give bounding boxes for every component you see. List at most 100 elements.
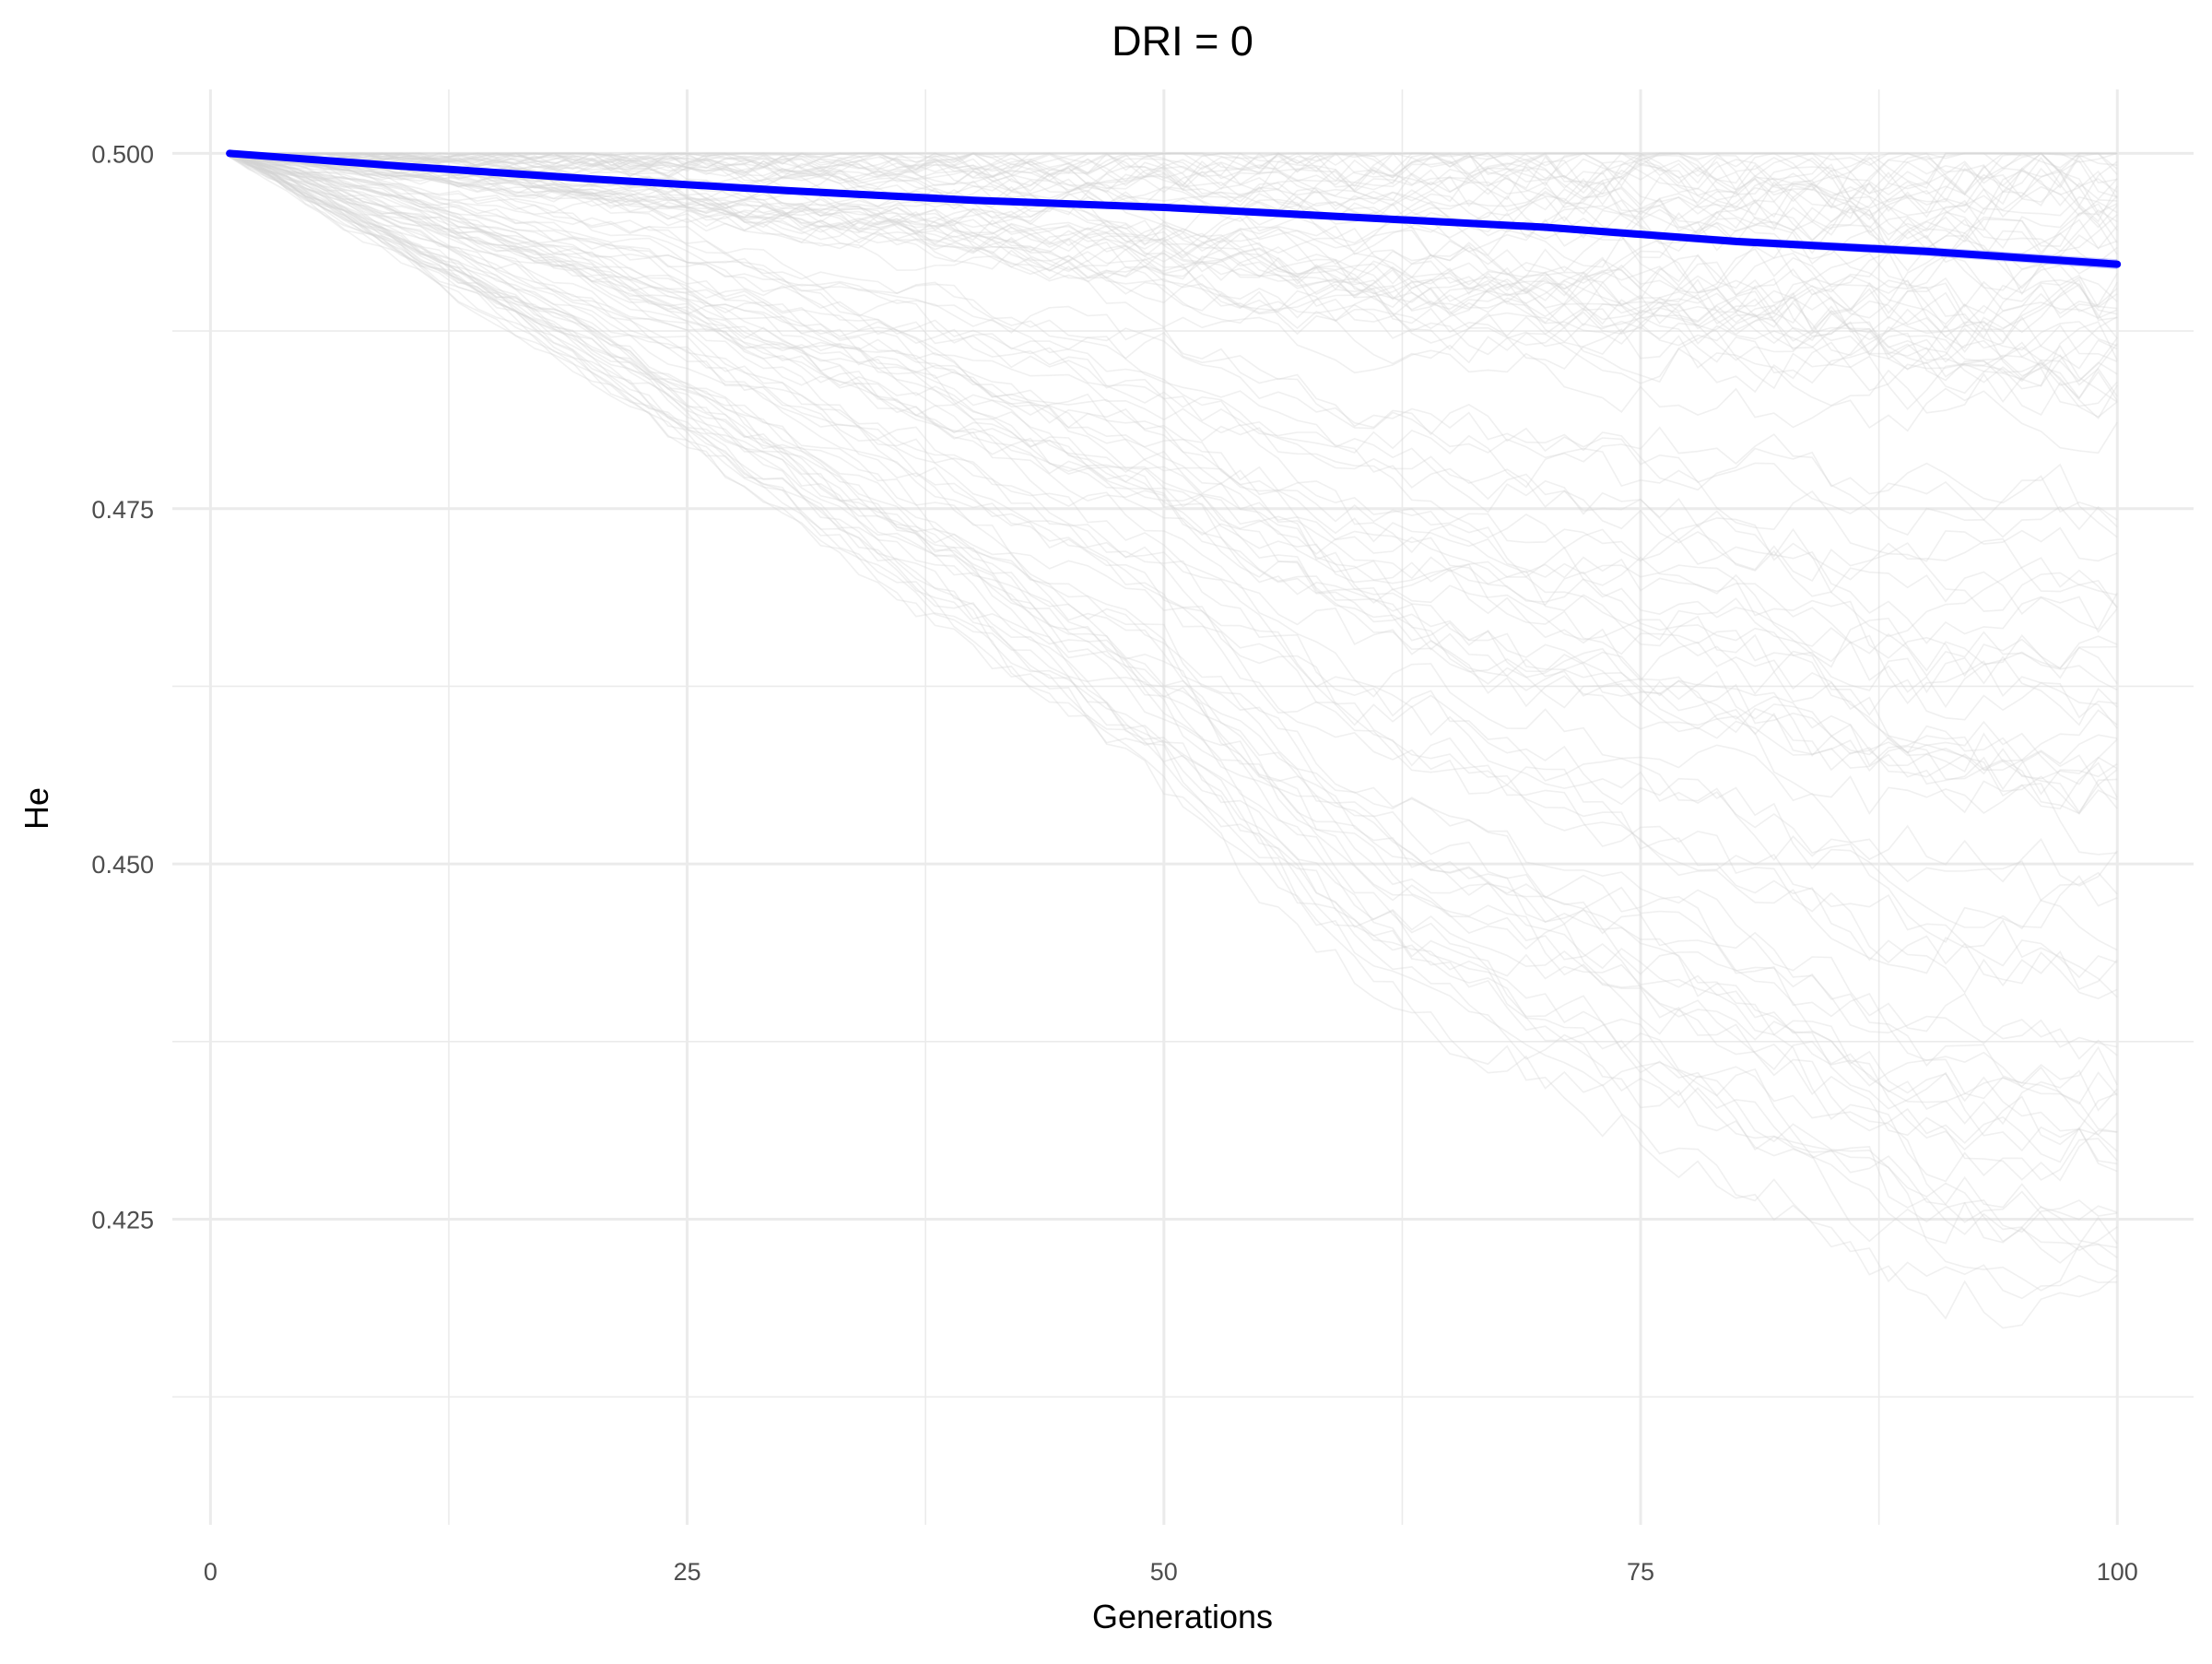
- y-axis-tick-labels: 0.425 0.450 0.475 0.500: [91, 140, 154, 1233]
- replicate-line: [229, 152, 2118, 1183]
- replicate-line: [229, 154, 2118, 1264]
- replicate-line: [229, 155, 2118, 419]
- replicate-line: [229, 152, 2118, 218]
- replicate-line: [229, 152, 2118, 198]
- replicate-line: [229, 152, 2118, 240]
- replicate-line: [229, 156, 2118, 780]
- replicate-line: [229, 152, 2118, 1221]
- replicate-line: [229, 153, 2118, 1152]
- replicate-line: [229, 152, 2118, 809]
- replicate-line: [229, 152, 2118, 214]
- replicate-line: [229, 152, 2118, 1060]
- replicate-line: [229, 154, 2118, 344]
- replicate-line: [229, 152, 2118, 215]
- replicate-line: [229, 154, 2118, 407]
- replicate-line: [229, 152, 2118, 1048]
- y-tick-label: 0.475: [91, 496, 154, 524]
- replicate-line: [229, 153, 2118, 296]
- replicate-line: [229, 152, 2118, 1258]
- replicate-line: [229, 152, 2118, 765]
- major-gridlines: [172, 89, 2194, 1525]
- replicate-line: [229, 152, 2118, 261]
- replicate-line: [229, 152, 2118, 1136]
- replicate-line: [229, 152, 2118, 1086]
- replicate-line: [229, 152, 2118, 189]
- replicate-line: [229, 154, 2118, 538]
- replicate-line: [229, 154, 2118, 386]
- replicate-line: [229, 154, 2118, 1126]
- replicate-line: [229, 152, 2118, 562]
- replicate-line: [229, 152, 2118, 403]
- replicate-line: [229, 152, 2118, 397]
- replicate-line: [229, 153, 2118, 370]
- replicate-line: [229, 152, 2118, 721]
- replicate-line: [229, 152, 2118, 1173]
- y-tick-label: 0.450: [91, 851, 154, 879]
- replicate-line: [229, 155, 2118, 815]
- replicate-line: [229, 156, 2118, 796]
- replicate-line: [229, 154, 2118, 773]
- replicate-line: [229, 152, 2118, 999]
- replicate-line: [229, 152, 2118, 726]
- replicate-line: [229, 152, 2118, 201]
- replicate-line: [229, 154, 2118, 785]
- replicate-line: [229, 152, 2118, 995]
- replicate-line: [229, 153, 2118, 709]
- x-tick-label: 0: [204, 1558, 218, 1586]
- replicate-line: [229, 156, 2118, 400]
- replicate-line: [229, 154, 2118, 638]
- replicate-line: [229, 153, 2118, 268]
- minor-gridlines: [172, 89, 2194, 1525]
- replicate-line: [229, 152, 2118, 325]
- replicate-line: [229, 156, 2118, 390]
- replicate-line: [229, 152, 2118, 230]
- x-tick-label: 50: [1150, 1558, 1178, 1586]
- replicate-line: [229, 153, 2118, 729]
- replicate-line: [229, 152, 2118, 242]
- x-axis-tick-labels: 0 25 50 75 100: [204, 1558, 2138, 1586]
- replicate-line: [229, 152, 2118, 814]
- y-axis-title: He: [18, 787, 55, 830]
- replicate-line: [229, 153, 2118, 951]
- mean-line-layer: [226, 149, 2122, 268]
- replicate-line: [229, 154, 2118, 1252]
- x-tick-label: 100: [2097, 1558, 2138, 1586]
- replicate-line: [229, 152, 2118, 342]
- replicate-line: [229, 152, 2118, 387]
- y-tick-label: 0.500: [91, 140, 154, 168]
- chart-title: DRI = 0: [1112, 18, 1253, 65]
- replicate-line: [229, 152, 2118, 631]
- replicate-line: [229, 152, 2118, 253]
- replicate-line: [229, 153, 2118, 454]
- replicate-line: [229, 152, 2118, 241]
- replicate-line: [229, 152, 2118, 538]
- replicate-lines: [229, 152, 2118, 1329]
- replicate-line: [229, 152, 2118, 330]
- y-tick-label: 0.425: [91, 1207, 154, 1234]
- replicate-line: [229, 152, 2118, 180]
- replicate-line: [229, 152, 2118, 810]
- replicate-line: [229, 155, 2118, 1329]
- replicate-line: [229, 156, 2118, 1245]
- replicate-line: [229, 153, 2118, 364]
- replicate-line: [229, 152, 2118, 384]
- replicate-line: [229, 152, 2118, 887]
- replicate-line: [229, 156, 2118, 1152]
- replicate-line: [229, 152, 2118, 201]
- replicate-line: [229, 154, 2118, 685]
- x-tick-label: 75: [1627, 1558, 1654, 1586]
- x-axis-title: Generations: [1092, 1598, 1273, 1635]
- replicate-line: [229, 152, 2118, 195]
- replicate-line: [229, 152, 2118, 1165]
- replicate-line: [229, 152, 2118, 596]
- replicate-line: [229, 153, 2118, 612]
- replicate-line: [229, 152, 2118, 339]
- replicate-line: [229, 152, 2118, 1300]
- replicate-line: [229, 152, 2118, 856]
- replicate-line: [229, 154, 2118, 644]
- replicate-line: [229, 152, 2118, 189]
- replicate-line: [229, 152, 2118, 1105]
- replicate-line: [229, 156, 2118, 998]
- replicate-line: [229, 152, 2118, 402]
- replicate-line: [229, 153, 2118, 678]
